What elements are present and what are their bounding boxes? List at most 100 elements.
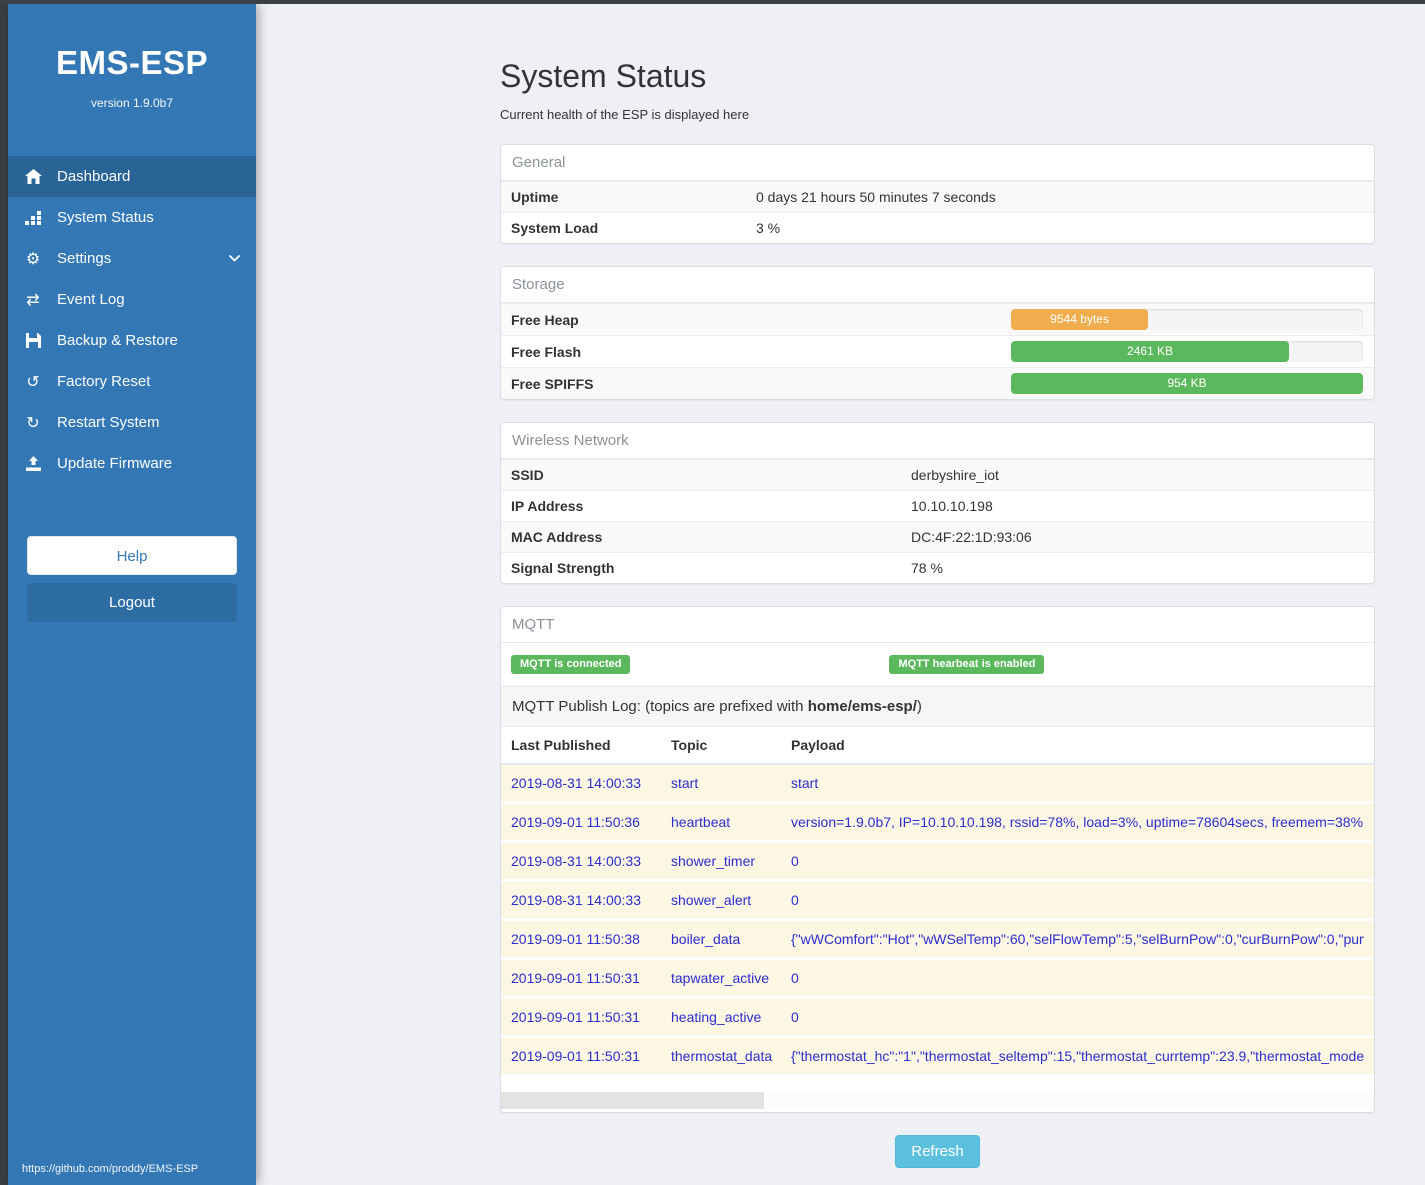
table-header-row: Last Published Topic Payload	[501, 727, 1374, 765]
cell-time: 2019-09-01 11:50:31	[511, 1048, 640, 1064]
sidebar-item-label: Backup & Restore	[57, 332, 178, 349]
col-payload: Payload	[791, 737, 845, 753]
sidebar: EMS-ESP version 1.9.0b7 Dashboard System…	[8, 4, 256, 1185]
mqtt-connected-badge: MQTT is connected	[511, 655, 631, 674]
save-icon	[22, 333, 44, 348]
progress-label: 2461 KB	[1127, 344, 1174, 358]
panel-mqtt: MQTT MQTT is connected MQTT hearbeat is …	[500, 606, 1375, 1113]
row-ip-address: IP Address 10.10.10.198	[501, 490, 1374, 521]
caption-prefix: MQTT Publish Log: (topics are prefixed w…	[512, 698, 808, 715]
cell-topic: shower_alert	[671, 892, 752, 908]
row-mac-address: MAC Address DC:4F:22:1D:93:06	[501, 521, 1374, 552]
row-label: Uptime	[511, 189, 559, 205]
sidebar-item-label: Factory Reset	[57, 373, 151, 390]
row-value: 78 %	[911, 560, 943, 576]
cell-topic: tapwater_active	[671, 970, 770, 986]
mqtt-publish-log-table: Last Published Topic Payload 2019-08-31 …	[501, 727, 1374, 1077]
panel-storage-title: Storage	[501, 267, 1374, 303]
row-label: MAC Address	[511, 529, 603, 545]
github-link[interactable]: https://github.com/proddy/EMS-ESP	[22, 1163, 199, 1175]
mqtt-heartbeat-badge: MQTT hearbeat is enabled	[889, 655, 1045, 674]
cell-time: 2019-09-01 11:50:36	[511, 814, 640, 830]
free-spiffs-progressbar: 954 KB	[1011, 373, 1363, 394]
cell-topic: heartbeat	[671, 814, 731, 830]
cell-time: 2019-08-31 14:00:33	[511, 892, 641, 908]
scrollbar-thumb[interactable]	[501, 1092, 764, 1109]
progress-fill: 2461 KB	[1011, 341, 1290, 362]
panel-bottom-pad	[501, 1109, 1374, 1112]
page-subtitle: Current health of the ESP is displayed h…	[500, 107, 750, 122]
caption-topic-prefix: home/ems-esp/	[807, 698, 917, 715]
panel-storage: Storage Free Heap 9544 bytes Free Flash …	[500, 266, 1375, 400]
sidebar-item-label: Dashboard	[57, 168, 131, 185]
row-label: Free Heap	[511, 311, 579, 328]
free-heap-progressbar: 9544 bytes	[1011, 309, 1363, 330]
help-button[interactable]: Help	[27, 536, 237, 575]
row-label: Free SPIFFS	[511, 375, 594, 392]
mqtt-publish-log-caption: MQTT Publish Log: (topics are prefixed w…	[501, 686, 1374, 727]
cell-payload: {"wWComfort":"Hot","wWSelTemp":60,"selFl…	[791, 931, 1364, 947]
progress-fill: 954 KB	[1011, 373, 1363, 394]
window-top-edge	[0, 0, 1425, 4]
row-free-flash: Free Flash 2461 KB	[501, 335, 1374, 367]
panel-wireless-title: Wireless Network	[501, 423, 1374, 459]
upload-icon	[22, 456, 44, 471]
col-last-published: Last Published	[511, 737, 611, 753]
row-ssid: SSID derbyshire_iot	[501, 459, 1374, 490]
sidebar-item-factory-reset[interactable]: ↺ Factory Reset	[8, 361, 256, 402]
cell-payload: 0	[791, 853, 799, 869]
sidebar-item-backup-restore[interactable]: Backup & Restore	[8, 320, 256, 361]
cell-time: 2019-09-01 11:50:38	[511, 931, 640, 947]
cell-payload: 0	[791, 892, 799, 908]
panel-mqtt-title: MQTT	[501, 607, 1374, 643]
sidebar-item-label: Restart System	[57, 414, 160, 431]
table-row: 2019-08-31 14:00:33 shower_timer 0	[501, 843, 1374, 882]
undo-icon: ↺	[26, 373, 40, 391]
exchange-arrows-icon: ⇄	[26, 291, 40, 309]
progress-label: 954 KB	[1167, 376, 1207, 390]
sidebar-item-event-log[interactable]: ⇄ Event Log	[8, 279, 256, 320]
col-topic: Topic	[671, 737, 708, 753]
row-label: IP Address	[511, 498, 584, 514]
row-value: 0 days 21 hours 50 minutes 7 seconds	[756, 189, 996, 205]
sidebar-item-label: System Status	[57, 209, 154, 226]
table-row: 2019-09-01 11:50:31 tapwater_active 0	[501, 960, 1374, 999]
row-value: DC:4F:22:1D:93:06	[911, 529, 1032, 545]
row-value: 3 %	[756, 220, 781, 236]
sidebar-item-settings[interactable]: ⚙ Settings	[8, 238, 256, 279]
row-value: 10.10.10.198	[911, 498, 993, 514]
logout-button[interactable]: Logout	[27, 583, 237, 622]
table-row: 2019-09-01 11:50:36 heartbeat version=1.…	[501, 804, 1374, 843]
row-free-spiffs: Free SPIFFS 954 KB	[501, 367, 1374, 399]
cell-time: 2019-08-31 14:00:33	[511, 853, 641, 869]
sidebar-item-update-firmware[interactable]: Update Firmware	[8, 443, 256, 484]
cell-time: 2019-09-01 11:50:31	[511, 970, 640, 986]
chevron-down-icon	[229, 255, 240, 262]
sidebar-item-system-status[interactable]: System Status	[8, 197, 256, 238]
row-system-load: System Load 3 %	[501, 212, 1374, 243]
progress-fill: 9544 bytes	[1011, 309, 1149, 330]
panel-wireless-network: Wireless Network SSID derbyshire_iot IP …	[500, 422, 1375, 584]
cell-time: 2019-08-31 14:00:33	[511, 775, 641, 791]
sidebar-nav: Dashboard System Status ⚙ Settings ⇄ Eve…	[8, 156, 256, 484]
sidebar-item-restart-system[interactable]: ↻ Restart System	[8, 402, 256, 443]
refresh-button[interactable]: Refresh	[895, 1135, 980, 1168]
main-content: System Status Current health of the ESP …	[256, 4, 1425, 1185]
cell-topic: thermostat_data	[671, 1048, 773, 1064]
table-row: 2019-09-01 11:50:31 thermostat_data {"th…	[501, 1038, 1374, 1077]
app-version: version 1.9.0b7	[90, 96, 174, 110]
refresh-icon: ↻	[26, 414, 40, 432]
cell-topic: boiler_data	[671, 931, 741, 947]
row-label: System Load	[511, 220, 599, 236]
sidebar-item-label: Settings	[57, 250, 112, 267]
sidebar-item-label: Event Log	[57, 291, 125, 308]
status-bars-icon	[22, 210, 44, 225]
row-label: Free Flash	[511, 343, 582, 360]
sidebar-item-dashboard[interactable]: Dashboard	[8, 156, 256, 197]
cell-payload: 0	[791, 1009, 799, 1025]
cell-payload: version=1.9.0b7, IP=10.10.10.198, rssid=…	[791, 814, 1364, 830]
cell-topic: shower_timer	[671, 853, 756, 869]
horizontal-scrollbar[interactable]	[501, 1092, 1374, 1109]
panel-general: General Uptime 0 days 21 hours 50 minute…	[500, 144, 1375, 244]
row-signal-strength: Signal Strength 78 %	[501, 552, 1374, 583]
